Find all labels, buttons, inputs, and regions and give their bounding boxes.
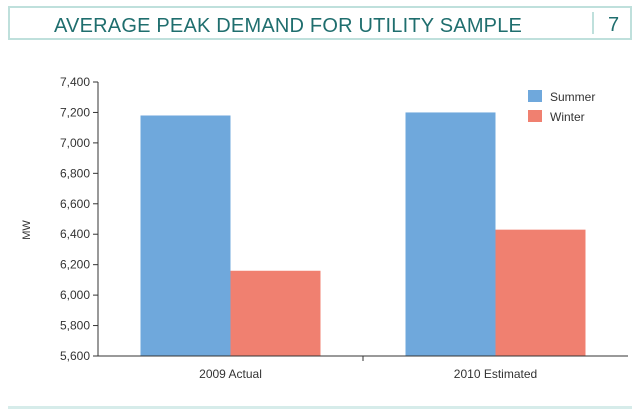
x-category-label: 2010 Estimated bbox=[454, 367, 537, 381]
y-tick-label: 5,600 bbox=[60, 349, 90, 363]
y-axis-ticks: 5,600 5,800 6,000 6,200 6,400 6,600 6,800 7,000… bbox=[60, 75, 98, 363]
y-tick-label: 7,400 bbox=[60, 75, 90, 89]
x-axis-labels: 2009 Actual 2010 Estimated bbox=[199, 356, 537, 381]
chart-title: AVERAGE PEAK DEMAND FOR UTILITY SAMPLE bbox=[54, 15, 523, 37]
y-tick-label: 7,200 bbox=[60, 105, 90, 119]
page-number: 7 bbox=[608, 14, 620, 36]
y-tick-label: 6,400 bbox=[60, 227, 90, 241]
bar-winter-0 bbox=[230, 270, 321, 356]
y-tick-label: 7,000 bbox=[60, 136, 90, 150]
y-tick-label: 5,800 bbox=[60, 319, 90, 333]
bars bbox=[140, 112, 586, 356]
legend-label-winter: Winter bbox=[550, 110, 585, 124]
legend: Summer Winter bbox=[528, 90, 595, 124]
bottom-rule bbox=[8, 406, 632, 409]
y-axis-label: MW bbox=[21, 220, 33, 240]
legend-swatch-summer bbox=[528, 90, 542, 102]
bar-summer-1 bbox=[405, 112, 496, 356]
y-tick-label: 6,800 bbox=[60, 166, 90, 180]
title-divider bbox=[592, 12, 594, 34]
bar-summer-0 bbox=[140, 115, 231, 356]
legend-swatch-winter bbox=[528, 110, 542, 122]
bar-winter-1 bbox=[495, 229, 586, 356]
y-tick-label: 6,600 bbox=[60, 197, 90, 211]
y-tick-label: 6,200 bbox=[60, 258, 90, 272]
chart-title-bar: AVERAGE PEAK DEMAND FOR UTILITY SAMPLE 7 bbox=[8, 6, 632, 40]
y-tick-label: 6,000 bbox=[60, 288, 90, 302]
legend-label-summer: Summer bbox=[550, 90, 595, 104]
x-category-label: 2009 Actual bbox=[199, 367, 262, 381]
